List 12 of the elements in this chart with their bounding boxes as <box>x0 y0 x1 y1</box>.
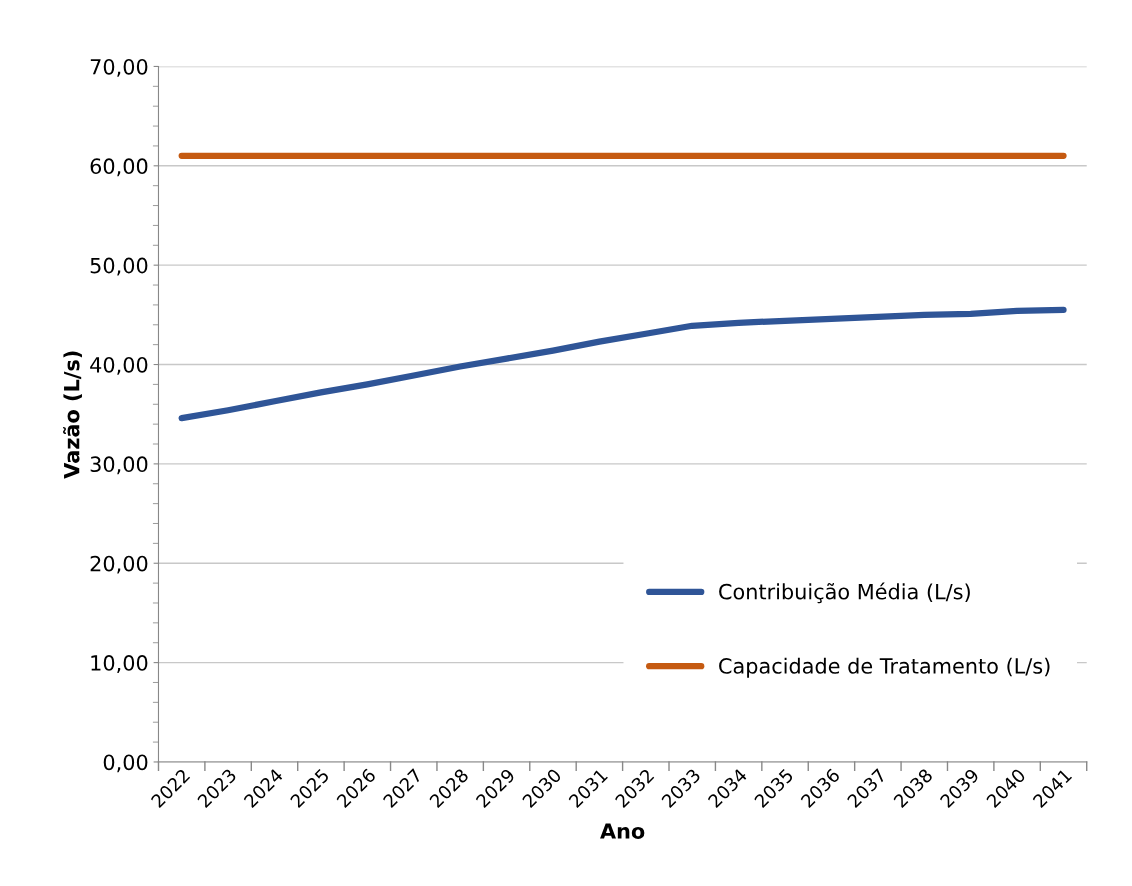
y-tick-label: 10,00 <box>91 655 148 673</box>
y-tick-label: 0,00 <box>103 754 148 773</box>
y-tick-label: 50,00 <box>90 257 148 276</box>
y-tick-label: 60,00 <box>90 158 148 177</box>
y-axis-title: Vazão (L/s) <box>63 351 82 479</box>
y-tick-label: 70,00 <box>90 58 148 77</box>
y-tick-label: 40,00 <box>90 356 148 375</box>
legend-label: Contribuição Média (L/s) <box>719 582 970 604</box>
y-tick-label: 20,00 <box>90 555 148 574</box>
y-tick-label: 30,00 <box>90 456 148 475</box>
x-axis-title: Ano <box>600 823 645 839</box>
legend-label: Capacidade de Tratamento (L/s) <box>719 657 1050 678</box>
